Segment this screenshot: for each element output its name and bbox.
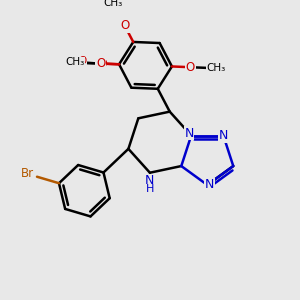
Text: O: O [186,61,195,74]
Text: N: N [184,127,194,140]
Text: O: O [96,57,105,70]
Text: N: N [145,174,154,187]
Text: O: O [78,56,86,66]
Text: Br: Br [21,167,34,181]
Text: O: O [120,19,129,32]
Text: N: N [219,129,228,142]
Text: H: H [146,184,154,194]
Text: N: N [205,178,214,191]
Text: O: O [98,58,107,69]
Text: CH₃: CH₃ [103,0,122,8]
Text: CH₃: CH₃ [65,58,85,68]
Text: CH₃: CH₃ [206,63,226,73]
